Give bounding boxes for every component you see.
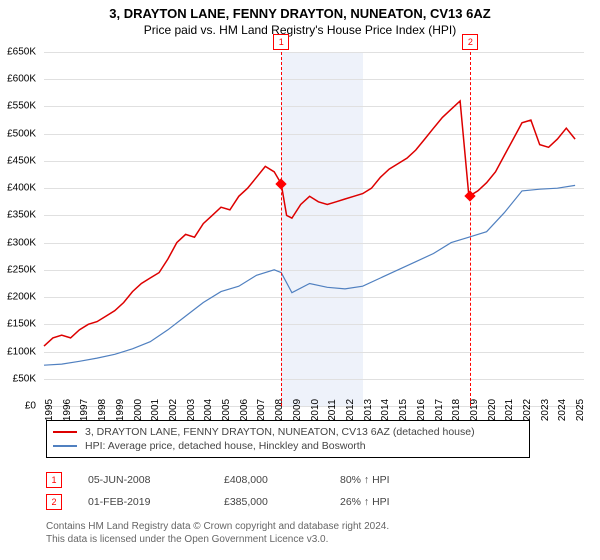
legend-label: HPI: Average price, detached house, Hinc… <box>85 440 366 452</box>
y-axis-label: £600K <box>7 74 36 85</box>
transaction-marker: 2 <box>46 494 62 510</box>
series-hpi <box>44 185 575 365</box>
legend-row: HPI: Average price, detached house, Hinc… <box>53 439 523 453</box>
chart-subtitle: Price paid vs. HM Land Registry's House … <box>0 23 600 37</box>
sale-vline-2 <box>470 52 471 406</box>
license-line-2: This data is licensed under the Open Gov… <box>46 533 566 546</box>
legend-label: 3, DRAYTON LANE, FENNY DRAYTON, NUNEATON… <box>85 426 475 438</box>
chart-title: 3, DRAYTON LANE, FENNY DRAYTON, NUNEATON… <box>0 6 600 21</box>
license-line-1: Contains HM Land Registry data © Crown c… <box>46 520 566 533</box>
legend-box: 3, DRAYTON LANE, FENNY DRAYTON, NUNEATON… <box>46 420 530 458</box>
transaction-pct: 80% ↑ HPI <box>340 474 390 486</box>
footer-block: 1 05-JUN-2008 £408,000 80% ↑ HPI 2 01-FEB-201… <box>46 466 566 546</box>
transaction-price: £385,000 <box>224 496 314 508</box>
y-axis-label: £550K <box>7 101 36 112</box>
y-axis-label: £100K <box>7 346 36 357</box>
transaction-date: 05-JUN-2008 <box>88 474 198 486</box>
legend-swatch <box>53 431 77 433</box>
y-axis-label: £250K <box>7 264 36 275</box>
chart-plot-area: £0£50K£100K£150K£200K£250K£300K£350K£400… <box>44 52 584 406</box>
y-axis-label: £150K <box>7 319 36 330</box>
sale-vline-1 <box>281 52 282 406</box>
transaction-row: 2 01-FEB-2019 £385,000 26% ↑ HPI <box>46 494 566 510</box>
sale-marker-1: 1 <box>273 34 289 50</box>
y-axis-label: £350K <box>7 210 36 221</box>
y-axis-label: £650K <box>7 47 36 58</box>
transaction-marker: 1 <box>46 472 62 488</box>
y-axis-label: £300K <box>7 237 36 248</box>
y-axis-label: £50K <box>13 373 36 384</box>
legend-swatch <box>53 445 77 447</box>
legend-row: 3, DRAYTON LANE, FENNY DRAYTON, NUNEATON… <box>53 425 523 439</box>
y-axis-label: £500K <box>7 128 36 139</box>
sale-marker-2: 2 <box>462 34 478 50</box>
y-axis-label: £450K <box>7 155 36 166</box>
transaction-date: 01-FEB-2019 <box>88 496 198 508</box>
series-property <box>44 101 575 346</box>
y-axis-label: £400K <box>7 183 36 194</box>
transaction-pct: 26% ↑ HPI <box>340 496 390 508</box>
transaction-row: 1 05-JUN-2008 £408,000 80% ↑ HPI <box>46 472 566 488</box>
transaction-price: £408,000 <box>224 474 314 486</box>
y-axis-label: £200K <box>7 292 36 303</box>
y-axis-label: £0 <box>25 401 36 412</box>
